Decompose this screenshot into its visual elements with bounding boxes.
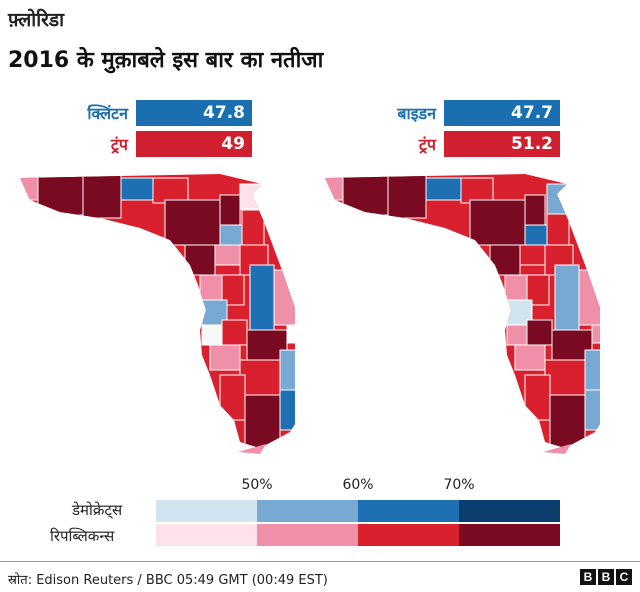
democrats-swatch-1 — [156, 500, 257, 522]
legend-tick-50: 50% — [241, 477, 273, 493]
florida-map-2016 — [20, 174, 295, 454]
republicans-swatch-4 — [459, 524, 560, 546]
florida-map-2020 — [325, 174, 600, 454]
bbc-logo-letter: B — [598, 569, 614, 585]
result-2020-rep: ट्रंप 51.2 — [322, 131, 560, 157]
result-2020-dem: बाइडन 47.7 — [322, 100, 560, 126]
republicans-swatch-1 — [156, 524, 257, 546]
bbc-logo: B B C — [580, 569, 632, 585]
republicans-swatch-3 — [358, 524, 459, 546]
vote-bar-clinton: 47.8 — [136, 100, 252, 126]
bbc-logo-letter: C — [616, 569, 632, 585]
legend-label-democrats: डेमोक्रेट्स — [72, 501, 123, 519]
bbc-logo-letter: B — [580, 569, 596, 585]
legend-tick-70: 70% — [443, 477, 475, 493]
candidate-name-biden: बाइडन — [397, 104, 436, 123]
democrats-swatch-3 — [358, 500, 459, 522]
democrats-swatch-2 — [257, 500, 358, 522]
legend-label-republicans: रिपब्लिकन्स — [50, 527, 115, 545]
candidate-name-trump-2016: ट्रंप — [110, 135, 128, 154]
result-2016-rep: ट्रंप 49 — [14, 131, 252, 157]
democrats-swatch-4 — [459, 500, 560, 522]
legend-tick-60: 60% — [342, 477, 374, 493]
vote-bar-trump-2020: 51.2 — [444, 131, 560, 157]
candidate-name-trump-2020: ट्रंप — [418, 135, 436, 154]
result-2016-dem: क्लिंटन 47.8 — [14, 100, 252, 126]
candidate-name-clinton: क्लिंटन — [87, 104, 128, 123]
republicans-swatch-2 — [257, 524, 358, 546]
footer-divider — [0, 561, 640, 562]
source-text: स्रोत: Edison Reuters / BBC 05:49 GMT (0… — [8, 573, 328, 588]
vote-bar-trump-2016: 49 — [136, 131, 252, 157]
page-title: 2016 के मुक़ाबले इस बार का नतीजा — [8, 48, 324, 73]
vote-bar-biden: 47.7 — [444, 100, 560, 126]
state-name: फ़्लोरिडा — [8, 9, 64, 31]
